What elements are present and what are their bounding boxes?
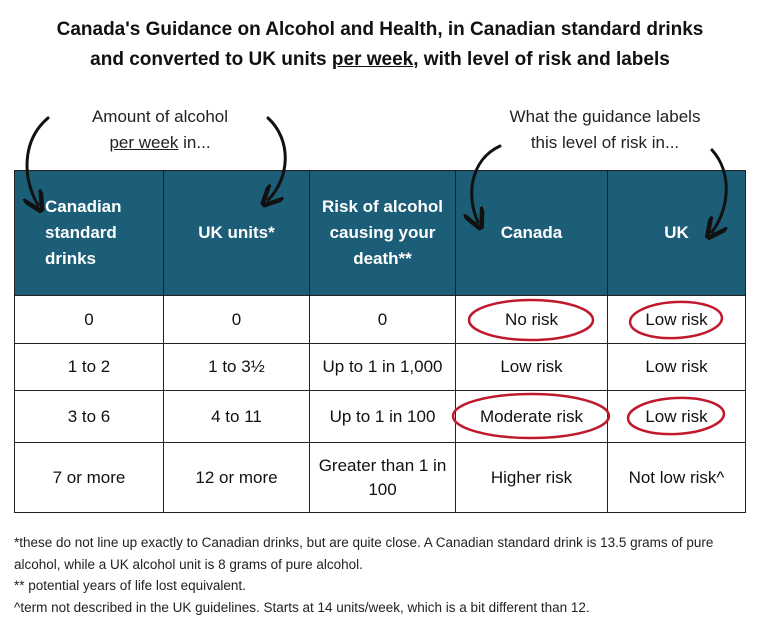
- column-header: UK: [607, 170, 746, 296]
- title-part: per week: [331, 49, 414, 70]
- title-line: Canada's Guidance on Alcohol and Health,…: [56, 19, 704, 40]
- table-cell: Low risk: [607, 343, 746, 391]
- table-cell: Low risk: [607, 295, 746, 344]
- table-cell: 1 to 2: [14, 343, 164, 391]
- table-cell: 12 or more: [163, 442, 310, 513]
- annotation-left: Amount of alcohol per week in...: [60, 104, 260, 156]
- footnote: ^term not described in the UK guidelines…: [14, 599, 590, 615]
- table-cell: Higher risk: [455, 442, 608, 513]
- table-cell: 4 to 11: [163, 390, 310, 443]
- table-cell: No risk: [455, 295, 608, 344]
- column-header: Canada: [455, 170, 608, 296]
- footnotes: *these do not line up exactly to Canadia…: [14, 532, 749, 618]
- table-cell: Not low risk^: [607, 442, 746, 513]
- table-row: 0 0 0 No risk Low risk: [14, 295, 746, 344]
- table-cell: 0: [309, 295, 456, 344]
- table-cell: 3 to 6: [14, 390, 164, 443]
- table-cell: Greater than 1 in 100: [309, 442, 456, 513]
- title-part: and converted to UK units: [90, 49, 332, 70]
- table-cell: 0: [163, 295, 310, 344]
- table-cell: Up to 1 in 1,000: [309, 343, 456, 391]
- table-cell: Up to 1 in 100: [309, 390, 456, 443]
- annotation-line: per week in...: [60, 130, 260, 156]
- risk-table: Canadian standard drinks UK units* Risk of…: [14, 170, 746, 513]
- title-line: and converted to UK units per week, with…: [0, 46, 760, 74]
- footnote: ** potential years of life lost equivale…: [14, 578, 246, 593]
- column-header: Risk of alcohol causing your death**: [309, 170, 456, 296]
- table-cell: Moderate risk: [455, 390, 608, 443]
- title-part: , with level of risk and labels: [413, 49, 670, 70]
- footnote: *these do not line up exactly to Canadia…: [14, 535, 714, 572]
- table-cell: 0: [14, 295, 164, 344]
- annotation-line: What the guidance labels: [509, 107, 701, 126]
- annotation-line: Amount of alcohol: [91, 107, 229, 126]
- header-row: Canadian standard drinks UK units* Risk of…: [14, 170, 746, 296]
- table-cell: Low risk: [607, 390, 746, 443]
- column-header: Canadian standard drinks: [14, 170, 164, 296]
- table-cell: 1 to 3½: [163, 343, 310, 391]
- table-row: 7 or more 12 or more Greater than 1 in 100…: [14, 442, 746, 513]
- annotation-part: in...: [178, 133, 211, 152]
- annotation-right: What the guidance labels this level of r…: [480, 104, 730, 156]
- annotation-part: per week: [109, 133, 179, 152]
- table-cell: Low risk: [455, 343, 608, 391]
- column-header: UK units*: [163, 170, 310, 296]
- annotation-line: this level of risk in...: [530, 133, 680, 152]
- table-cell: 7 or more: [14, 442, 164, 513]
